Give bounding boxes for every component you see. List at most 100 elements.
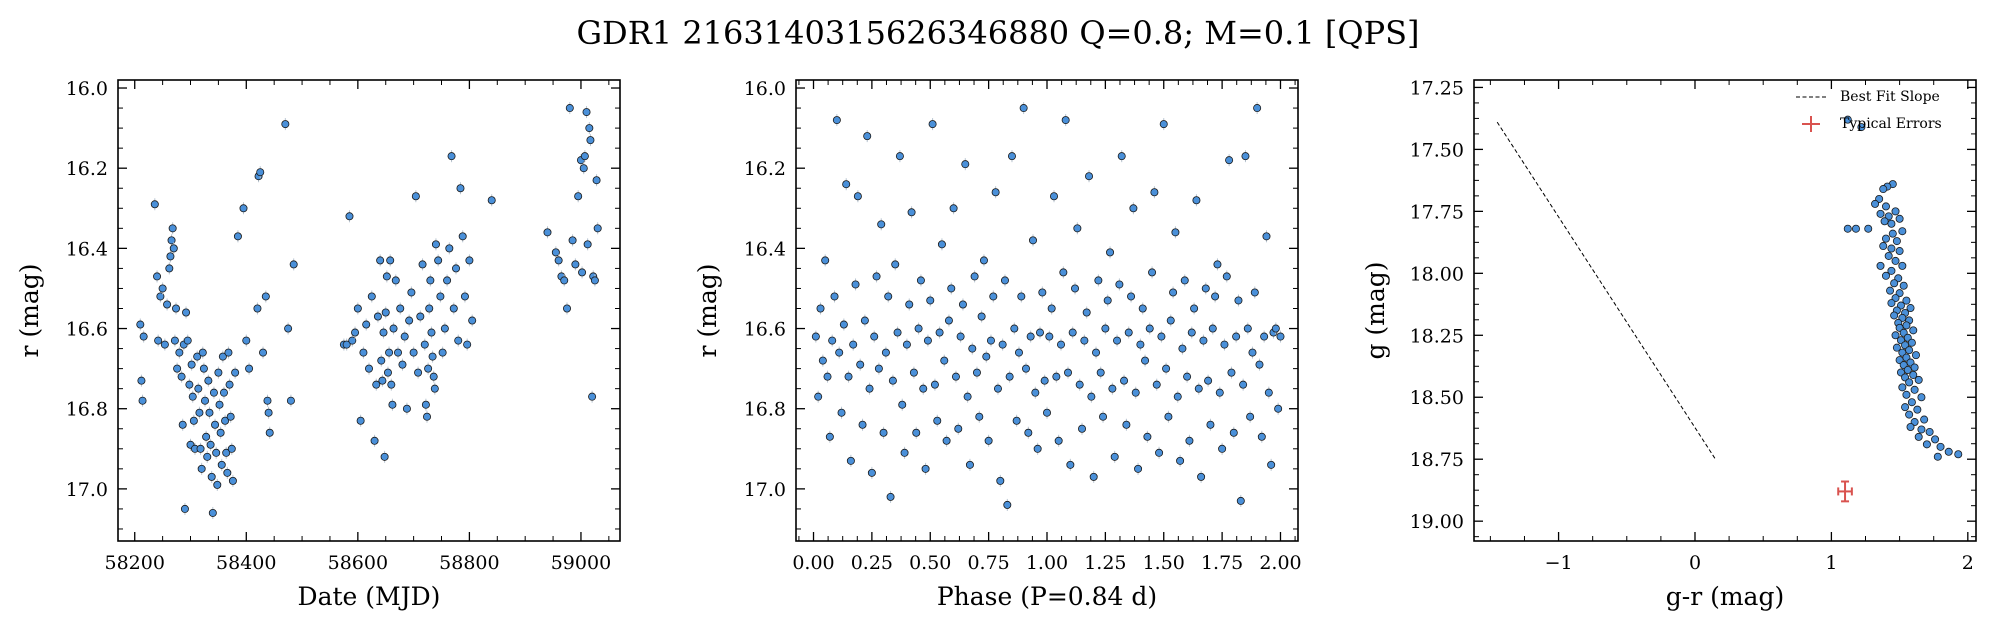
data-point [264, 408, 273, 417]
data-point [893, 328, 902, 337]
data-point [942, 436, 951, 445]
data-point [979, 256, 988, 265]
x-tick-label: 2 [1962, 552, 1974, 574]
data-point [423, 412, 432, 421]
data-point [1166, 316, 1175, 325]
data-point [1108, 384, 1117, 393]
y-axis-label: r (mag) [693, 263, 722, 357]
data-point [1089, 472, 1098, 481]
data-point [1206, 420, 1215, 429]
data-point [874, 364, 883, 373]
data-point [1246, 412, 1255, 421]
data-point [543, 228, 552, 237]
data-point [1257, 432, 1266, 441]
data-point [1040, 376, 1049, 385]
data-point [1187, 328, 1196, 337]
data-point [1178, 344, 1187, 353]
data-point [593, 224, 602, 233]
data-point [1906, 304, 1915, 313]
x-tick-label: 1.50 [1143, 552, 1185, 574]
data-point [1871, 199, 1880, 208]
data-point [172, 304, 181, 313]
data-point [1891, 207, 1900, 216]
data-point [1253, 104, 1262, 113]
data-point [916, 276, 925, 285]
data-point [409, 348, 418, 357]
y-tick-label: 17.0 [66, 479, 108, 501]
data-point [851, 280, 860, 289]
data-point [1931, 435, 1940, 444]
data-point [1085, 172, 1094, 181]
x-tick-label: 0 [1689, 552, 1701, 574]
data-point [380, 452, 389, 461]
data-point [1143, 432, 1152, 441]
data-point [1201, 284, 1210, 293]
y-tick-label: 16.6 [66, 319, 108, 341]
data-point [165, 264, 174, 273]
data-point [430, 384, 439, 393]
data-point [1887, 299, 1896, 308]
data-point [551, 248, 560, 257]
data-point [197, 464, 206, 473]
data-point [1274, 404, 1283, 413]
data-point [1910, 385, 1919, 394]
data-point [1898, 227, 1907, 236]
phase-folded-panel: 0.00 0.25 0.50 0.75 1.00 1.25 1.50 1.75 2.00 16.0… [693, 78, 1302, 611]
data-point [1887, 219, 1896, 228]
y-tick-label: 18.50 [1410, 387, 1464, 409]
data-point [364, 364, 373, 373]
data-point [201, 396, 210, 405]
data-point [1851, 224, 1860, 233]
data-point [265, 428, 274, 437]
data-point [189, 416, 198, 425]
data-point [1169, 288, 1178, 297]
data-point [818, 356, 827, 365]
data-point [933, 416, 942, 425]
data-point [1234, 296, 1243, 305]
data-point [487, 196, 496, 205]
y-tick-label: 16.0 [744, 78, 786, 100]
data-point [167, 236, 176, 245]
data-point [814, 392, 823, 401]
data-point [1073, 224, 1082, 233]
x-tick-label: 58400 [216, 552, 276, 574]
data-point [1909, 326, 1918, 335]
figure-title: GDR1 2163140315626346880 Q=0.8; M=0.1 [Q… [576, 14, 1419, 52]
data-point [823, 372, 832, 381]
data-point [212, 448, 221, 457]
data-point [1905, 346, 1914, 355]
x-tick-label: 1.00 [1026, 552, 1068, 574]
data-point [194, 384, 203, 393]
data-point [951, 372, 960, 381]
data-point [928, 120, 937, 129]
data-point [1213, 260, 1222, 269]
data-point [379, 328, 388, 337]
data-point [353, 304, 362, 313]
data-point [947, 284, 956, 293]
data-point [1103, 296, 1112, 305]
data-point [1243, 324, 1252, 333]
data-point [1155, 448, 1164, 457]
y-tick-label: 16.8 [744, 399, 786, 421]
data-point [351, 328, 360, 337]
data-point [203, 452, 212, 461]
y-tick-label: 17.50 [1410, 139, 1464, 161]
data-point [1239, 380, 1248, 389]
data-point [1898, 383, 1907, 392]
data-point [1028, 236, 1037, 245]
data-point [568, 236, 577, 245]
data-point [1876, 261, 1885, 270]
data-point [578, 268, 587, 277]
x-tick-label: 0.00 [792, 552, 834, 574]
data-point [1204, 376, 1213, 385]
data-point [391, 276, 400, 285]
data-point [139, 332, 148, 341]
data-point [1879, 185, 1888, 194]
data-point [421, 400, 430, 409]
data-point [863, 132, 872, 141]
data-point [198, 348, 207, 357]
data-point [1892, 343, 1901, 352]
legend-label: Typical Errors [1840, 116, 1942, 132]
data-point [1250, 288, 1259, 297]
